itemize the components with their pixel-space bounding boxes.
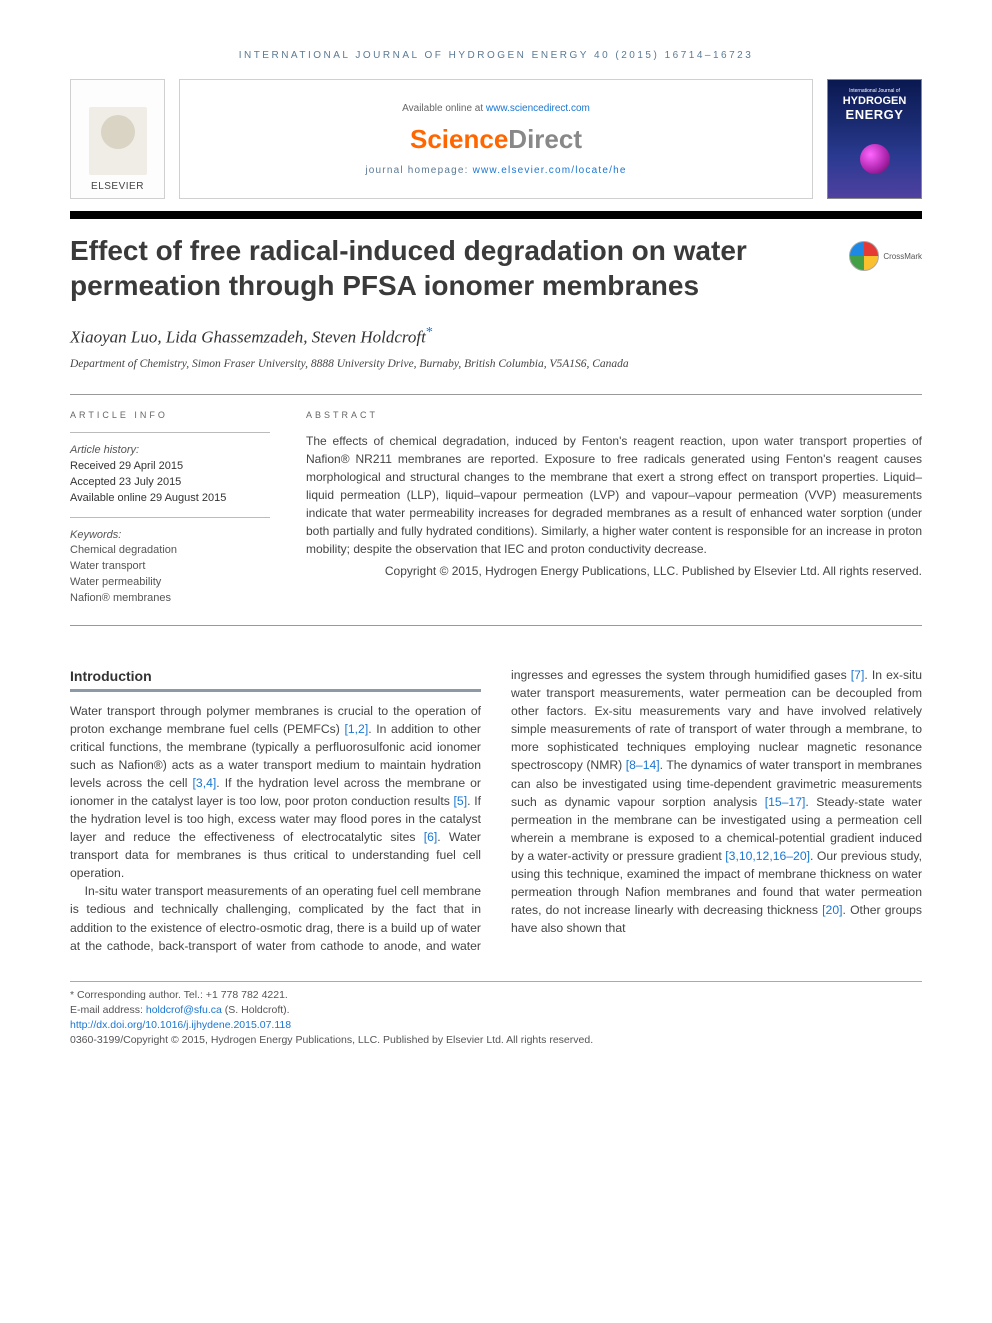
sd-logo-part1: Science xyxy=(410,124,508,154)
abstract-head: ABSTRACT xyxy=(306,409,922,423)
ref-3-10-12-16-20[interactable]: [3,10,12,16–20] xyxy=(725,849,810,863)
accepted-date: Accepted 23 July 2015 xyxy=(70,475,270,491)
article-title: Effect of free radical-induced degradati… xyxy=(70,233,831,303)
available-prefix: Available online at xyxy=(402,103,486,114)
ref-1-2[interactable]: [1,2] xyxy=(344,722,368,736)
author-list: Xiaoyan Luo, Lida Ghassemzadeh, Steven H… xyxy=(70,325,922,348)
section-heading-introduction: Introduction xyxy=(70,666,481,692)
received-date: Received 29 April 2015 xyxy=(70,459,270,475)
elsevier-tree-icon xyxy=(89,107,147,175)
footnote-block: * Corresponding author. Tel.: +1 778 782… xyxy=(70,981,922,1049)
sd-logo-part2: Direct xyxy=(508,124,582,154)
cover-graphic-icon xyxy=(860,144,890,174)
homepage-prefix: journal homepage: xyxy=(365,165,472,176)
sciencedirect-link[interactable]: www.sciencedirect.com xyxy=(486,103,590,114)
elsevier-label: ELSEVIER xyxy=(91,181,144,192)
doi-link[interactable]: http://dx.doi.org/10.1016/j.ijhydene.201… xyxy=(70,1019,291,1031)
keyword-4: Nafion® membranes xyxy=(70,591,270,607)
masthead: ELSEVIER Available online at www.science… xyxy=(70,79,922,199)
ref-7[interactable]: [7] xyxy=(851,668,865,682)
affiliation: Department of Chemistry, Simon Fraser Un… xyxy=(70,356,922,372)
elsevier-logo-box: ELSEVIER xyxy=(70,79,165,199)
journal-cover: International Journal of HYDROGEN ENERGY xyxy=(827,79,922,199)
cover-line1: International Journal of xyxy=(849,88,900,94)
corr-label: * Corresponding author. xyxy=(70,989,181,1001)
sciencedirect-block: Available online at www.sciencedirect.co… xyxy=(179,79,813,199)
p2c: . In ex-situ water transport measurement… xyxy=(511,668,922,772)
abstract-copyright: Copyright © 2015, Hydrogen Energy Public… xyxy=(306,562,922,580)
abstract-body: The effects of chemical degradation, ind… xyxy=(306,432,922,558)
corresponding-asterisk: * xyxy=(426,325,433,340)
issn-copyright-line: 0360-3199/Copyright © 2015, Hydrogen Ene… xyxy=(70,1033,922,1048)
intro-paragraph-1: Water transport through polymer membrane… xyxy=(70,702,481,882)
journal-homepage-link[interactable]: www.elsevier.com/locate/he xyxy=(473,165,627,176)
cover-line2: HYDROGEN xyxy=(843,95,907,107)
ref-15-17[interactable]: [15–17] xyxy=(765,795,806,809)
ref-6[interactable]: [6] xyxy=(424,830,438,844)
crossmark-badge[interactable]: CrossMark xyxy=(849,241,922,271)
available-online-line: Available online at www.sciencedirect.co… xyxy=(402,103,590,114)
keywords-label: Keywords: xyxy=(70,528,270,544)
article-info-head: ARTICLE INFO xyxy=(70,409,270,422)
body-text-columns: Introduction Water transport through pol… xyxy=(70,666,922,954)
ref-8-14[interactable]: [8–14] xyxy=(626,758,660,772)
ref-3-4[interactable]: [3,4] xyxy=(193,776,217,790)
keyword-1: Chemical degradation xyxy=(70,543,270,559)
crossmark-icon xyxy=(849,241,879,271)
keyword-2: Water transport xyxy=(70,559,270,575)
online-date: Available online 29 August 2015 xyxy=(70,491,270,507)
email-link[interactable]: holdcrof@sfu.ca xyxy=(146,1004,222,1016)
email-line: E-mail address: holdcrof@sfu.ca (S. Hold… xyxy=(70,1003,922,1018)
keyword-3: Water permeability xyxy=(70,575,270,591)
cover-line3: ENERGY xyxy=(846,107,904,122)
crossmark-label: CrossMark xyxy=(883,252,922,261)
title-separator-bar xyxy=(70,211,922,219)
email-suffix: (S. Holdcroft). xyxy=(222,1004,290,1016)
article-info-column: ARTICLE INFO Article history: Received 2… xyxy=(70,409,270,607)
ref-20[interactable]: [20] xyxy=(822,903,842,917)
journal-homepage-line: journal homepage: www.elsevier.com/locat… xyxy=(365,165,626,176)
abstract-column: ABSTRACT The effects of chemical degrada… xyxy=(306,409,922,607)
history-label: Article history: xyxy=(70,443,270,459)
email-label: E-mail address: xyxy=(70,1004,146,1016)
running-header: INTERNATIONAL JOURNAL OF HYDROGEN ENERGY… xyxy=(70,50,922,61)
ref-5[interactable]: [5] xyxy=(454,794,468,808)
authors-text: Xiaoyan Luo, Lida Ghassemzadeh, Steven H… xyxy=(70,328,426,347)
corr-tel: Tel.: +1 778 782 4221. xyxy=(181,989,288,1001)
corresponding-author-line: * Corresponding author. Tel.: +1 778 782… xyxy=(70,988,922,1003)
sciencedirect-logo: ScienceDirect xyxy=(410,124,582,155)
